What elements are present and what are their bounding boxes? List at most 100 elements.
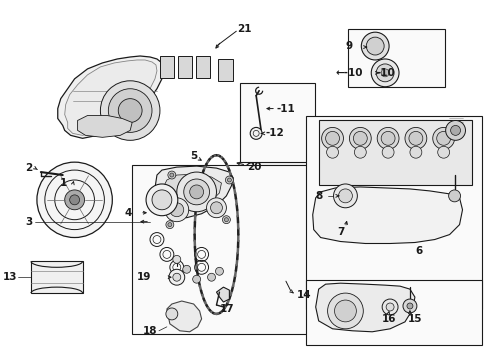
Circle shape <box>227 178 231 182</box>
Text: 4: 4 <box>124 208 132 218</box>
Circle shape <box>167 171 176 179</box>
Polygon shape <box>178 56 191 78</box>
Circle shape <box>404 127 426 149</box>
Circle shape <box>118 99 142 122</box>
Circle shape <box>325 131 339 145</box>
Circle shape <box>366 37 384 55</box>
Circle shape <box>167 222 171 227</box>
Bar <box>348 29 444 87</box>
Circle shape <box>215 267 223 275</box>
Text: 15: 15 <box>407 314 422 324</box>
Text: 16: 16 <box>382 314 396 324</box>
Text: 20: 20 <box>247 162 261 172</box>
Circle shape <box>225 176 233 184</box>
Polygon shape <box>195 56 209 78</box>
Text: -11: -11 <box>276 104 295 113</box>
Text: 14: 14 <box>296 290 311 300</box>
Circle shape <box>338 189 352 203</box>
Text: 21: 21 <box>237 24 251 34</box>
Circle shape <box>37 162 112 238</box>
Circle shape <box>250 127 262 139</box>
Circle shape <box>406 303 412 309</box>
Polygon shape <box>312 187 462 243</box>
Text: 5: 5 <box>189 151 197 161</box>
Circle shape <box>408 131 422 145</box>
Circle shape <box>327 293 363 329</box>
Circle shape <box>375 64 393 82</box>
Circle shape <box>100 81 160 140</box>
Text: ←-10: ←-10 <box>335 68 363 78</box>
Circle shape <box>349 127 370 149</box>
Text: 18: 18 <box>142 326 157 336</box>
Circle shape <box>333 184 357 208</box>
Circle shape <box>370 59 398 87</box>
Circle shape <box>437 146 448 158</box>
Circle shape <box>172 255 181 263</box>
Circle shape <box>353 131 366 145</box>
Text: 1: 1 <box>60 178 66 188</box>
Circle shape <box>206 198 226 218</box>
Circle shape <box>207 273 215 281</box>
Circle shape <box>64 190 84 210</box>
Text: 7: 7 <box>337 226 344 237</box>
Polygon shape <box>162 174 221 209</box>
Polygon shape <box>58 56 163 138</box>
Polygon shape <box>216 287 229 302</box>
Text: 6: 6 <box>414 247 421 256</box>
Circle shape <box>376 127 398 149</box>
Circle shape <box>152 190 171 210</box>
Text: 9: 9 <box>345 41 352 51</box>
Polygon shape <box>31 261 82 293</box>
Circle shape <box>436 131 449 145</box>
Circle shape <box>146 184 178 216</box>
Circle shape <box>169 203 183 217</box>
Circle shape <box>432 127 454 149</box>
Circle shape <box>69 195 80 205</box>
Circle shape <box>361 32 388 60</box>
Polygon shape <box>160 56 173 78</box>
Bar <box>240 83 314 162</box>
Text: 17: 17 <box>219 304 234 314</box>
Circle shape <box>447 190 460 202</box>
Circle shape <box>164 198 188 222</box>
Circle shape <box>222 216 230 224</box>
Polygon shape <box>315 283 414 332</box>
Text: 2: 2 <box>25 163 32 173</box>
Circle shape <box>108 89 152 132</box>
Circle shape <box>210 202 222 214</box>
Circle shape <box>380 131 394 145</box>
Circle shape <box>183 179 209 205</box>
Circle shape <box>409 146 421 158</box>
Circle shape <box>183 265 190 273</box>
Circle shape <box>382 299 397 315</box>
Text: -10: -10 <box>375 68 394 78</box>
Circle shape <box>189 185 203 199</box>
Polygon shape <box>231 154 320 281</box>
Bar <box>132 165 308 334</box>
Circle shape <box>445 121 465 140</box>
Circle shape <box>177 172 216 212</box>
Polygon shape <box>166 301 201 332</box>
Circle shape <box>449 125 460 135</box>
Circle shape <box>402 299 416 313</box>
Polygon shape <box>64 60 157 135</box>
Text: 3: 3 <box>25 217 32 227</box>
Polygon shape <box>154 166 233 218</box>
Circle shape <box>165 221 173 229</box>
Circle shape <box>326 146 338 158</box>
Bar <box>305 116 481 309</box>
Circle shape <box>386 303 393 311</box>
Circle shape <box>165 308 178 320</box>
Circle shape <box>321 127 343 149</box>
Bar <box>305 280 481 345</box>
Text: 13: 13 <box>2 272 17 282</box>
Text: 8: 8 <box>315 191 322 201</box>
Circle shape <box>224 218 228 222</box>
Circle shape <box>172 273 181 281</box>
Circle shape <box>354 146 366 158</box>
Polygon shape <box>78 116 132 138</box>
Bar <box>318 121 471 185</box>
Text: -12: -12 <box>264 129 283 138</box>
Circle shape <box>168 269 184 285</box>
Circle shape <box>380 69 388 77</box>
